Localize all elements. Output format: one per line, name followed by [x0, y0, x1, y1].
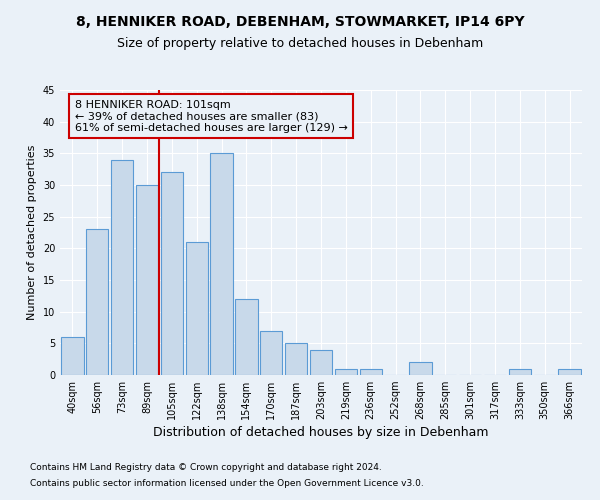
Bar	[61, 337, 83, 375]
Bar	[235, 299, 257, 375]
Text: Contains public sector information licensed under the Open Government Licence v3: Contains public sector information licen…	[30, 478, 424, 488]
Bar	[310, 350, 332, 375]
Bar	[509, 368, 531, 375]
Bar	[409, 362, 431, 375]
Bar	[185, 242, 208, 375]
Bar	[559, 368, 581, 375]
Bar	[211, 154, 233, 375]
Y-axis label: Number of detached properties: Number of detached properties	[27, 145, 37, 320]
Bar	[359, 368, 382, 375]
Bar	[335, 368, 357, 375]
Bar	[86, 230, 109, 375]
X-axis label: Distribution of detached houses by size in Debenham: Distribution of detached houses by size …	[153, 426, 489, 440]
Text: 8 HENNIKER ROAD: 101sqm
← 39% of detached houses are smaller (83)
61% of semi-de: 8 HENNIKER ROAD: 101sqm ← 39% of detache…	[75, 100, 348, 132]
Text: Size of property relative to detached houses in Debenham: Size of property relative to detached ho…	[117, 38, 483, 51]
Text: Contains HM Land Registry data © Crown copyright and database right 2024.: Contains HM Land Registry data © Crown c…	[30, 464, 382, 472]
Bar	[111, 160, 133, 375]
Text: 8, HENNIKER ROAD, DEBENHAM, STOWMARKET, IP14 6PY: 8, HENNIKER ROAD, DEBENHAM, STOWMARKET, …	[76, 15, 524, 29]
Bar	[161, 172, 183, 375]
Bar	[285, 344, 307, 375]
Bar	[260, 330, 283, 375]
Bar	[136, 185, 158, 375]
